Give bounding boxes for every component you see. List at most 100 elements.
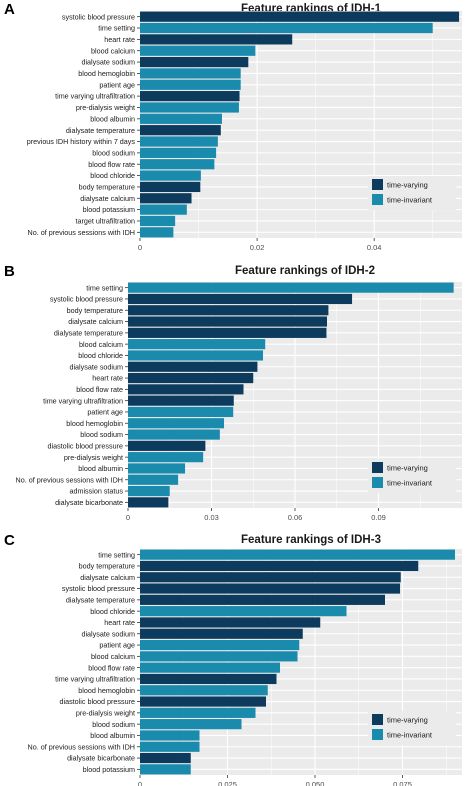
legend-swatch-time-varying: [372, 714, 383, 725]
y-category-label: No. of previous sessions with IDH: [28, 742, 135, 751]
bar-time-varying: [140, 181, 201, 193]
bar-time-varying: [128, 316, 328, 327]
bar-time-invariant: [140, 549, 455, 560]
y-category-label: blood albumin: [90, 114, 135, 123]
bar-time-invariant: [140, 707, 256, 718]
chart-title: Feature rankings of IDH-2: [235, 265, 375, 277]
y-category-label: previous IDH history within 7 days: [27, 137, 136, 146]
y-category-label: time setting: [86, 283, 123, 292]
panel-idh-1: A Feature rankings of IDH-10 0.02 0.04systo…: [4, 1, 462, 252]
bar-time-invariant: [128, 350, 263, 361]
y-category-label: blood calcium: [79, 340, 123, 349]
legend-label-time-varying: time-varying: [387, 464, 428, 473]
x-tick-label: 0: [126, 513, 130, 522]
legend-label-time-varying: time-varying: [387, 181, 428, 190]
bar-time-varying: [140, 193, 192, 204]
bar-time-invariant: [140, 606, 347, 617]
bar-time-varying: [128, 327, 327, 338]
y-category-label: patient age: [87, 408, 123, 417]
bar-time-invariant: [140, 662, 280, 673]
bar-time-varying: [140, 560, 419, 572]
y-category-label: dialysate sodium: [81, 629, 135, 638]
x-tick-label: 0.09: [371, 513, 386, 522]
x-tick-label: 0.025: [218, 780, 237, 786]
bar-time-invariant: [140, 764, 191, 775]
bar-time-invariant: [140, 685, 268, 696]
y-category-label: blood flow rate: [88, 663, 135, 672]
y-category-label: dialysate calcium: [80, 573, 135, 582]
y-category-label: blood albumin: [78, 464, 123, 473]
bar-time-varying: [128, 440, 206, 451]
legend-label-time-invariant: time-invariant: [387, 731, 433, 740]
x-tick-label: 0.06: [288, 513, 303, 522]
y-category-label: blood hemoglobin: [78, 69, 135, 78]
y-category-label: blood chloride: [78, 351, 123, 360]
bar-time-invariant: [140, 68, 241, 79]
bar-time-invariant: [140, 227, 174, 238]
y-category-label: blood potassium: [83, 205, 135, 214]
y-category-label: dialysate temperature: [66, 126, 135, 135]
x-tick-label: 0.03: [204, 513, 219, 522]
bar-time-invariant: [140, 136, 218, 147]
x-tick-label: 0: [138, 243, 142, 252]
y-category-label: blood flow rate: [76, 385, 123, 394]
bar-time-invariant: [140, 102, 239, 113]
bar-time-varying: [128, 293, 353, 305]
y-category-label: target ultrafiltration: [75, 217, 135, 226]
y-category-label: dialysate bicarbonate: [67, 754, 135, 763]
y-category-label: dialysate temperature: [54, 328, 123, 337]
bar-time-varying: [140, 125, 221, 136]
legend-swatch-time-varying: [372, 179, 383, 190]
panel-idh-2: B Feature rankings of IDH-2 0 0.03 0.06 0.09 t…: [4, 263, 462, 522]
y-category-label: heart rate: [104, 35, 135, 44]
y-category-label: dialysate sodium: [69, 362, 123, 371]
legend-swatch-time-invariant: [372, 729, 383, 740]
bar-time-invariant: [140, 22, 433, 34]
y-category-label: pre-dialysis weight: [64, 453, 123, 462]
y-category-label: systolic blood pressure: [62, 12, 135, 21]
y-category-label: dialysate sodium: [81, 58, 135, 67]
chart-title: Feature rankings of IDH-3: [241, 534, 381, 546]
bar-time-invariant: [140, 741, 200, 752]
bar-time-varying: [128, 395, 234, 406]
bar-time-invariant: [128, 452, 204, 463]
bar-time-varying: [140, 34, 293, 45]
bar-time-invariant: [140, 719, 242, 730]
panel-letter: B: [4, 263, 15, 280]
bar-time-invariant: [140, 79, 241, 90]
bar-time-varying: [140, 752, 191, 764]
y-category-label: systolic blood pressure: [62, 584, 135, 593]
y-category-label: patient age: [99, 80, 135, 89]
bar-time-varying: [140, 572, 401, 583]
bar-time-varying: [140, 91, 240, 102]
bar-time-invariant: [140, 639, 300, 651]
bar-time-invariant: [140, 45, 256, 56]
y-category-label: blood potassium: [83, 765, 135, 774]
y-category-label: No. of previous sessions with IDH: [16, 475, 123, 484]
y-category-label: pre-dialysis weight: [76, 103, 135, 112]
y-category-label: time varying ultrafiltration: [43, 396, 123, 405]
y-category-label: heart rate: [104, 618, 135, 627]
y-category-label: systolic blood pressure: [50, 295, 123, 304]
bar-time-invariant: [140, 147, 217, 158]
bar-time-varying: [140, 56, 249, 68]
y-category-label: blood calcium: [91, 652, 135, 661]
bar-time-varying: [128, 372, 254, 384]
y-category-label: dialysate bicarbonate: [55, 498, 123, 507]
bar-time-invariant: [128, 282, 454, 293]
bar-time-varying: [140, 583, 401, 594]
bar-time-invariant: [140, 170, 201, 181]
x-tick-label: 0.04: [367, 243, 382, 252]
y-category-label: No. of previous sessions with IDH: [28, 228, 135, 237]
x-tick-label: 0: [138, 780, 142, 786]
bar-time-invariant: [140, 159, 215, 170]
panel-idh-3: C Feature rankings of IDH-3 0 0.025 0.050 0.0…: [4, 532, 462, 786]
bar-time-varying: [140, 696, 266, 707]
y-category-label: time varying ultrafiltration: [55, 92, 135, 101]
y-category-label: blood calcium: [91, 46, 135, 55]
legend-swatch-time-varying: [372, 462, 383, 473]
y-category-label: dialysate calcium: [80, 194, 135, 203]
bar-time-invariant: [128, 485, 170, 497]
bar-time-varying: [128, 497, 169, 508]
